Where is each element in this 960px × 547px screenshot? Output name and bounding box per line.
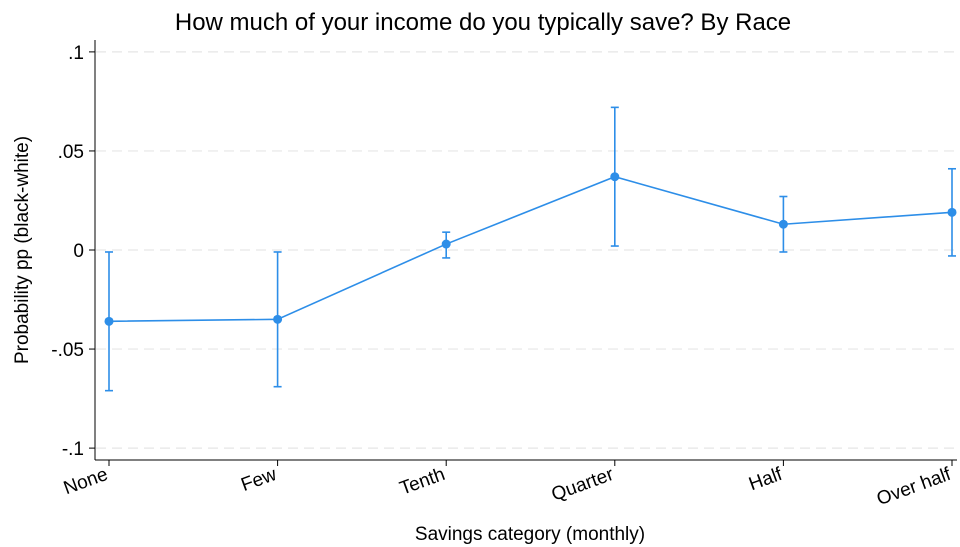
y-tick-label: .05 bbox=[58, 142, 84, 163]
data-point bbox=[778, 219, 788, 229]
y-ticks: .1 .05 0 -.05 -.1 bbox=[51, 43, 95, 460]
x-tick-label: Over half bbox=[874, 464, 954, 510]
x-tick-label: Half bbox=[746, 464, 786, 496]
x-axis-label: Savings category (monthly) bbox=[415, 524, 645, 545]
y-tick-label: -.05 bbox=[51, 340, 84, 361]
y-axis-label: Probability pp (black-white) bbox=[12, 136, 33, 364]
series-lines bbox=[108, 175, 953, 323]
data-point bbox=[610, 172, 620, 182]
data-point bbox=[104, 316, 114, 326]
x-tick-label: Few bbox=[238, 464, 279, 496]
x-tick-label: None bbox=[61, 464, 111, 499]
y-tick-label: 0 bbox=[73, 241, 84, 262]
y-tick-label: -.1 bbox=[62, 439, 84, 460]
data-point bbox=[947, 207, 957, 217]
chart-title: How much of your income do you typically… bbox=[175, 9, 791, 36]
series-line bbox=[108, 175, 953, 323]
x-ticks: None Few Tenth Quarter Half Over half bbox=[61, 460, 954, 510]
data-point bbox=[273, 314, 283, 324]
x-tick-label: Quarter bbox=[549, 464, 617, 506]
grid-lines bbox=[96, 51, 957, 449]
data-point bbox=[441, 239, 451, 249]
y-tick-label: .1 bbox=[68, 43, 84, 64]
x-tick-label: Tenth bbox=[397, 464, 448, 500]
error-bars bbox=[105, 106, 956, 392]
data-points bbox=[104, 172, 957, 326]
